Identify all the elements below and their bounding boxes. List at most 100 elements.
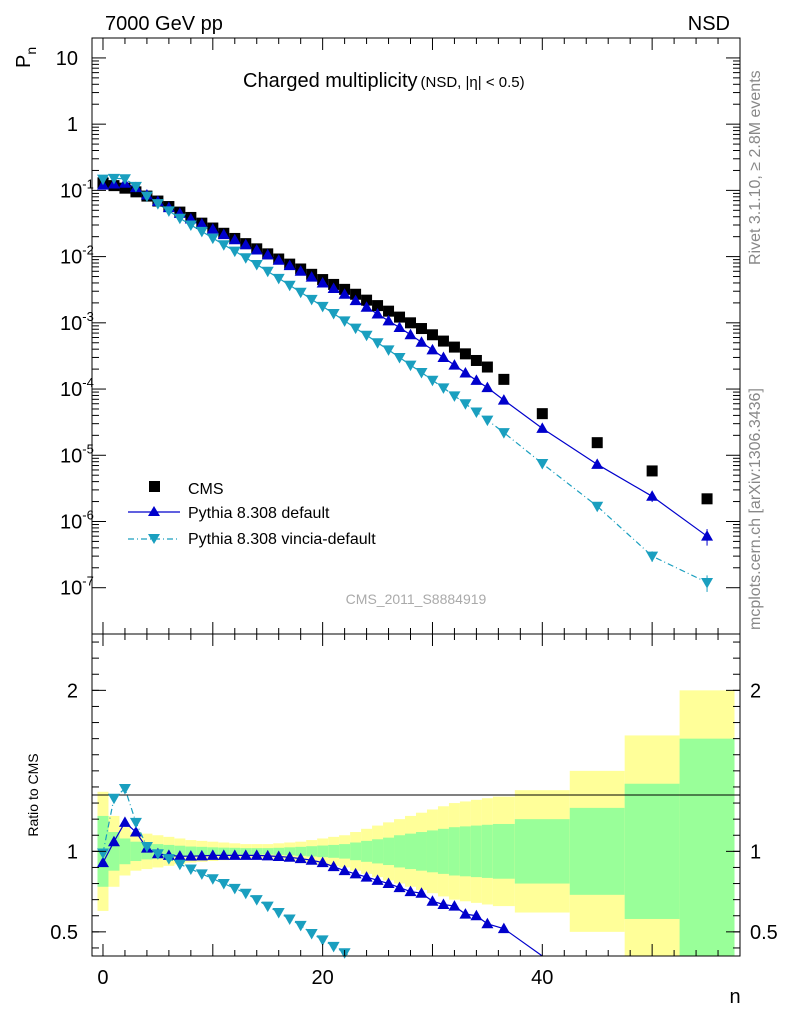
main-point [497,394,510,405]
ratio-band-inner [679,738,735,956]
ratio-band-inner [295,846,307,856]
ratio-band-inner [306,846,318,857]
main-point [470,354,482,366]
ratio-xtick-label: 40 [531,967,553,989]
main-point [448,359,461,370]
legend-marker-cms [149,481,160,492]
main-ylabel: Pn [13,47,39,68]
ratio-point [459,908,472,919]
main-point [497,428,510,439]
main-point [448,391,461,402]
ratio-point [129,817,142,829]
main-ytick-label-base: 10 [56,48,78,70]
main-point [437,351,450,362]
ratio-point [371,874,384,885]
ratio-point [283,914,296,925]
main-point [481,415,494,427]
ratio-point [305,854,318,865]
main-point [129,181,142,193]
main-point [294,287,307,299]
analysis-id: CMS_2011_S8884919 [346,591,487,607]
energy-label: 7000 GeV pp [105,13,223,35]
ratio-ytick-label-right: 0.5 [750,922,778,944]
ratio-point [393,881,406,893]
main-ytick-label-base: 10 [60,180,82,202]
ratio-point [173,859,186,871]
main-ytick-label-exp: -3 [82,309,94,324]
ratio-band-inner [470,825,482,878]
ratio-point [497,922,510,934]
main-point [96,174,109,186]
main-ytick-label-exp: -2 [82,243,94,258]
ratio-ylabel: Ratio to CMS [25,753,41,836]
ratio-band-inner [481,824,493,878]
main-point [437,335,449,347]
main-point [316,276,329,288]
main-point [119,182,131,194]
ratio-band-inner [394,835,406,868]
main-point [350,288,362,300]
ratio-point [382,877,395,889]
ratio-band-inner [350,842,362,861]
main-point [498,373,510,385]
ratio-point [316,856,329,868]
ratio-point [184,864,197,876]
ratio-point [107,793,120,805]
main-point [162,206,175,217]
ratio-point [261,901,274,913]
main-point [382,345,395,356]
main-point [404,360,417,372]
main-ytick-label: 10-5 [60,441,94,467]
ratio-band-inner [416,832,427,871]
main-point [382,314,395,326]
ratio-band-inner [383,837,395,866]
main-ytick-label-exp: -7 [82,574,94,589]
main-point [459,399,472,410]
ratio-point [162,854,175,865]
ratio-panel: 0.5 0.51 12 20 20 40 Ratio to CMS n [25,633,778,1008]
main-point [118,174,131,185]
main-point [405,317,417,329]
main-ytick-label-base: 10 [60,247,82,269]
ratio-point [481,917,494,929]
ratio-point [272,850,285,862]
ratio-axis-ticks: 0.5 0.51 12 20 20 40 [50,634,778,989]
ratio-point [305,928,318,940]
ratio-point [470,909,483,921]
main-ytick-label: 10 [56,48,78,70]
legend-label-default: Pythia 8.308 default [188,505,330,522]
main-ytick-label-base: 1 [67,114,78,136]
main-point [206,233,219,245]
ratio-series [96,784,543,959]
main-ytick-label-exp: -1 [82,176,94,191]
main-point [481,381,494,393]
main-series [96,173,714,592]
main-ytick-label-exp: -5 [82,441,94,456]
main-point [437,383,450,394]
main-point [217,228,230,240]
main-point [394,311,406,323]
ratio-ytick-label-right: 2 [750,680,761,702]
ratio-point [195,849,208,861]
ratio-point [294,852,307,864]
main-point [360,301,373,312]
main-point [470,407,483,419]
ratio-point [173,850,186,861]
main-ytick-label: 10-2 [60,243,94,269]
main-point [327,309,340,320]
ratio-point [239,849,252,860]
main-point [646,551,659,563]
ratio-point [283,851,296,862]
main-point [338,288,351,299]
chart-title: Charged multiplicity (NSD, |η| < 0.5) [243,70,525,92]
main-ytick-label-base: 10 [60,379,82,401]
main-point [239,238,252,250]
main-point [294,265,307,276]
chart-title-sub: (NSD, |η| < 0.5) [421,74,525,91]
main-ytick-label-base: 10 [60,445,82,467]
main-point [107,173,120,185]
ratio-band-inner [514,819,570,884]
legend-marker-vincia [148,534,160,544]
main-point [536,408,548,420]
